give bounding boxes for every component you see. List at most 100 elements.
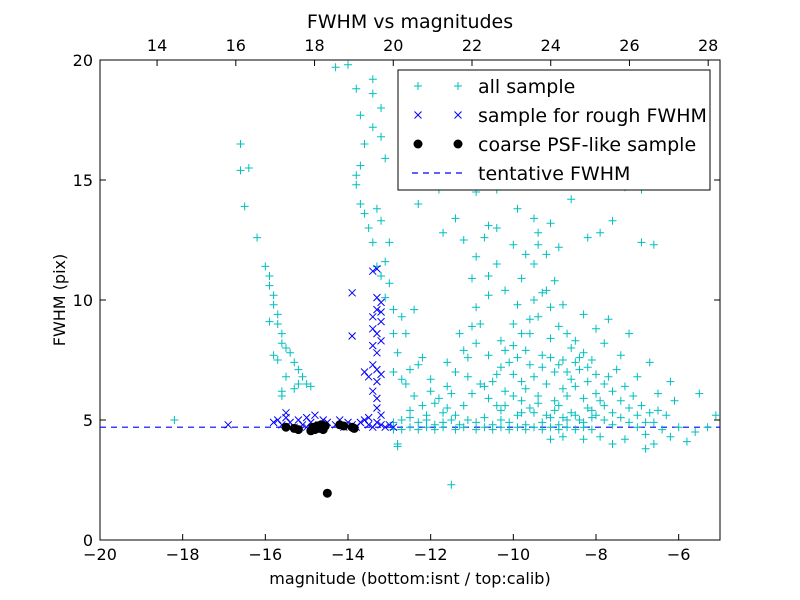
all-sample-point <box>294 380 303 388</box>
rough-fwhm-point <box>282 408 290 417</box>
all-sample-point <box>282 344 290 352</box>
all-sample-point <box>352 84 361 93</box>
legend-label: sample for rough FWHM <box>478 105 707 127</box>
all-sample-point <box>406 413 414 422</box>
all-sample-point <box>240 202 249 211</box>
all-sample-point <box>501 387 510 396</box>
all-sample-point <box>414 418 423 427</box>
all-sample-point <box>587 406 596 415</box>
rough-fwhm-point <box>377 298 385 307</box>
all-sample-point <box>430 420 439 429</box>
all-sample-point <box>662 411 671 420</box>
all-sample-point <box>463 416 472 424</box>
all-sample-point <box>434 394 443 403</box>
legend-dot-marker <box>413 139 423 149</box>
all-sample-point <box>472 252 481 261</box>
all-sample-point <box>579 435 588 444</box>
all-sample-point <box>401 380 410 388</box>
all-sample-point <box>592 370 600 379</box>
all-sample-point <box>558 384 567 393</box>
all-sample-point <box>649 418 658 427</box>
all-sample-point <box>575 416 584 424</box>
top-x-tick-label: 14 <box>147 36 167 55</box>
all-sample-point <box>554 322 563 331</box>
all-sample-point <box>406 423 414 432</box>
all-sample-point <box>596 228 605 237</box>
all-sample-point <box>451 368 460 376</box>
all-sample-point <box>282 372 290 381</box>
rough-fwhm-point <box>373 329 381 338</box>
all-sample-point <box>501 286 510 295</box>
all-sample-point <box>538 288 547 297</box>
top-x-tick-label: 26 <box>619 36 639 55</box>
top-x-tick-label: 18 <box>304 36 324 55</box>
all-sample-point <box>538 418 547 427</box>
psf-like-point <box>322 488 332 498</box>
all-sample-point <box>480 413 489 422</box>
all-sample-point <box>389 305 398 314</box>
legend-plus-marker <box>414 82 422 90</box>
all-sample-point <box>546 435 555 444</box>
all-sample-point <box>265 272 274 280</box>
all-sample-point <box>645 358 654 367</box>
all-sample-point <box>571 336 580 345</box>
all-sample-point <box>509 370 518 379</box>
all-sample-point <box>641 430 650 439</box>
rough-fwhm-point <box>377 420 385 429</box>
all-sample-point <box>356 161 365 170</box>
all-sample-point <box>600 339 609 348</box>
all-sample-point <box>542 380 551 388</box>
all-sample-point <box>468 274 476 283</box>
all-sample-point <box>422 416 431 424</box>
y-tick-label: 10 <box>73 291 93 310</box>
all-sample-point <box>443 358 452 367</box>
legend: all sample sample for rough FWHM coarse PS… <box>397 69 711 191</box>
all-sample-point <box>459 401 468 410</box>
x-tick-label: −16 <box>248 545 282 564</box>
all-sample-point <box>513 411 522 420</box>
all-sample-point <box>670 396 679 405</box>
all-sample-point <box>397 416 406 424</box>
all-sample-point <box>608 420 617 429</box>
all-sample-point <box>641 444 650 453</box>
all-sample-point <box>509 341 518 350</box>
all-sample-point <box>422 423 431 432</box>
all-sample-point <box>563 423 572 432</box>
all-sample-point <box>579 348 588 357</box>
all-sample-point <box>587 413 596 422</box>
all-sample-point <box>505 425 514 434</box>
all-sample-point <box>525 329 534 338</box>
rough-fwhm-point <box>377 317 385 326</box>
legend-dot-marker <box>453 139 463 149</box>
all-sample-point <box>377 272 386 280</box>
rough-fwhm-point <box>348 332 356 340</box>
all-sample-point <box>567 375 576 384</box>
all-sample-point <box>620 382 629 391</box>
all-sample-point <box>381 257 390 266</box>
all-sample-point <box>360 209 369 218</box>
all-sample-point <box>542 286 551 295</box>
all-sample-point <box>472 303 481 312</box>
x-tick-label: −20 <box>83 545 117 564</box>
all-sample-point <box>513 300 522 309</box>
psf-like-point <box>349 423 359 433</box>
all-sample-point <box>567 408 576 417</box>
all-sample-point <box>505 418 514 427</box>
all-sample-point <box>406 406 414 415</box>
all-sample-point <box>608 216 617 225</box>
all-sample-point <box>484 272 493 280</box>
all-sample-point <box>583 233 592 242</box>
all-sample-point <box>352 180 361 189</box>
rough-fwhm-point <box>373 264 381 273</box>
all-sample-point <box>616 413 625 422</box>
rough-fwhm-point <box>377 336 385 345</box>
all-sample-point <box>517 377 526 386</box>
all-sample-point <box>530 408 538 417</box>
all-sample-point <box>290 384 299 393</box>
rough-fwhm-point <box>269 418 278 427</box>
all-sample-point <box>496 406 505 415</box>
all-sample-point <box>368 75 377 84</box>
rough-fwhm-point <box>364 413 373 422</box>
all-sample-point <box>633 372 642 381</box>
